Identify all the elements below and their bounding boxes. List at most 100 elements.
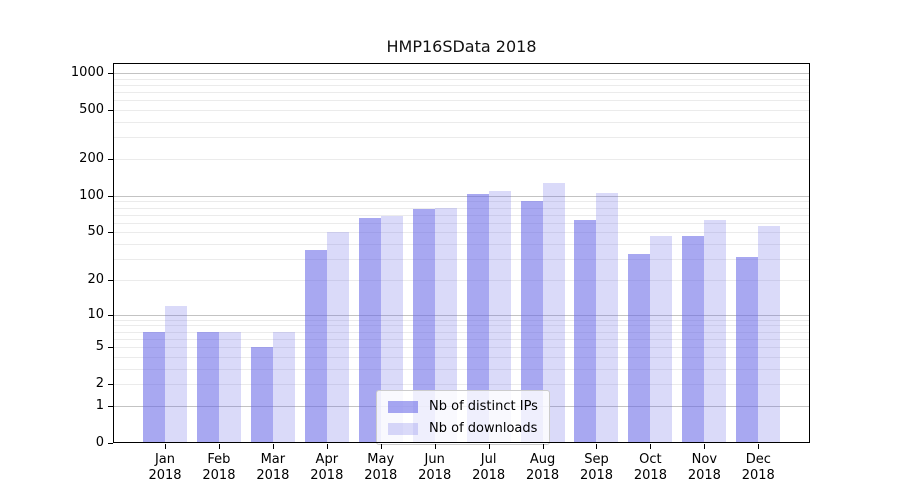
gridline-minor	[113, 244, 810, 246]
y-tick	[108, 195, 113, 197]
gridline-minor	[113, 325, 810, 327]
gridline-minor	[113, 279, 810, 281]
gridline-minor	[113, 214, 810, 216]
x-tick-label: Jul 2018	[472, 452, 506, 483]
gridline-minor	[113, 201, 810, 203]
gridline-major	[113, 195, 810, 197]
y-tick	[108, 347, 113, 349]
y-tick	[108, 232, 113, 234]
bar-downloads-jan	[165, 305, 187, 443]
bar-downloads-mar	[272, 331, 295, 443]
y-tick	[108, 72, 113, 74]
bar-downloads-jul	[488, 190, 511, 443]
x-tick-label: May 2018	[364, 452, 398, 483]
gridline-minor	[113, 368, 810, 370]
bar-distinct-ips-apr	[304, 249, 327, 443]
y-tick-label: 10	[87, 306, 104, 322]
gridline-minor	[113, 84, 810, 86]
bar-downloads-oct	[650, 235, 673, 443]
gridline-minor	[113, 78, 810, 80]
plot-area: Nb of distinct IPs Nb of downloads	[113, 63, 810, 445]
bar-downloads-nov	[704, 220, 727, 443]
bar-distinct-ips-dec	[736, 257, 759, 443]
gridline-minor	[113, 110, 810, 112]
y-tick	[108, 384, 113, 386]
bar-downloads-may	[380, 216, 403, 443]
gridline-minor	[113, 121, 810, 123]
gridline-minor	[113, 100, 810, 102]
x-tick	[650, 444, 652, 449]
bar-downloads-apr	[326, 232, 349, 443]
x-tick	[596, 444, 598, 449]
y-tick	[108, 443, 113, 444]
x-tick	[542, 444, 544, 449]
gridline-major	[113, 314, 810, 316]
bar-downloads-aug	[542, 183, 565, 443]
bar-downloads-dec	[758, 225, 781, 443]
y-tick-label: 1000	[70, 64, 104, 80]
y-tick	[108, 110, 113, 112]
chart-title: HMP16SData 2018	[386, 37, 537, 56]
gridline-minor	[113, 158, 810, 160]
bar-distinct-ips-jan	[143, 331, 165, 443]
x-tick	[165, 444, 166, 449]
y-tick-label: 0	[95, 435, 104, 450]
legend-label-downloads: Nb of downloads	[429, 421, 538, 436]
x-tick	[488, 444, 490, 449]
gridline-major	[113, 72, 810, 74]
bar-distinct-ips-may	[358, 217, 381, 443]
bar-distinct-ips-jul	[466, 194, 489, 443]
y-tick	[108, 279, 113, 281]
y-tick-label: 5	[95, 339, 104, 355]
x-tick-label: Jun 2018	[418, 452, 452, 483]
legend-swatch-downloads	[388, 422, 418, 435]
y-tick-label: 1	[95, 397, 104, 413]
bar-distinct-ips-feb	[196, 331, 219, 443]
x-tick-label: Mar 2018	[256, 452, 290, 483]
x-tick	[272, 444, 274, 449]
bar-downloads-feb	[218, 331, 241, 443]
y-tick	[108, 314, 113, 316]
x-tick-label: Feb 2018	[202, 452, 236, 483]
gridline-minor	[113, 137, 810, 139]
bar-distinct-ips-mar	[250, 347, 273, 443]
y-tick-label: 50	[87, 224, 104, 240]
y-tick-label: 500	[79, 102, 104, 118]
legend-item-downloads: Nb of downloads	[388, 420, 538, 437]
legend-swatch-distinct-ips	[388, 400, 418, 413]
gridline-minor	[113, 92, 810, 94]
bar-downloads-sep	[596, 193, 619, 443]
y-tick	[108, 405, 113, 407]
gridline-minor	[113, 384, 810, 386]
legend: Nb of distinct IPs Nb of downloads	[376, 390, 550, 445]
gridline-minor	[113, 347, 810, 349]
y-tick-label: 200	[79, 150, 104, 166]
gridline-minor	[113, 319, 810, 321]
x-tick-label: Oct 2018	[633, 452, 667, 483]
x-tick-label: Aug 2018	[526, 452, 560, 483]
x-tick-label: Nov 2018	[687, 452, 721, 483]
bar-downloads-jun	[434, 207, 457, 443]
y-tick-label: 100	[79, 187, 104, 203]
x-tick-label: Apr 2018	[310, 452, 344, 483]
gridline-minor	[113, 356, 810, 358]
bar-distinct-ips-oct	[628, 254, 651, 443]
gridline-minor	[113, 222, 810, 224]
x-tick	[326, 444, 328, 449]
bar-distinct-ips-aug	[520, 201, 543, 443]
x-tick	[380, 444, 382, 449]
gridline-minor	[113, 259, 810, 261]
y-tick-label: 2	[95, 376, 104, 392]
gridline-minor	[113, 338, 810, 340]
x-tick-label: Jan 2018	[148, 452, 182, 483]
x-tick	[434, 444, 436, 449]
y-tick-label: 20	[87, 271, 104, 287]
x-tick	[218, 444, 220, 449]
bar-distinct-ips-sep	[574, 220, 597, 443]
legend-item-distinct-ips: Nb of distinct IPs	[388, 398, 538, 415]
y-tick	[108, 158, 113, 160]
bar-distinct-ips-nov	[682, 235, 705, 443]
x-tick	[704, 444, 706, 449]
gridline-minor	[113, 207, 810, 209]
